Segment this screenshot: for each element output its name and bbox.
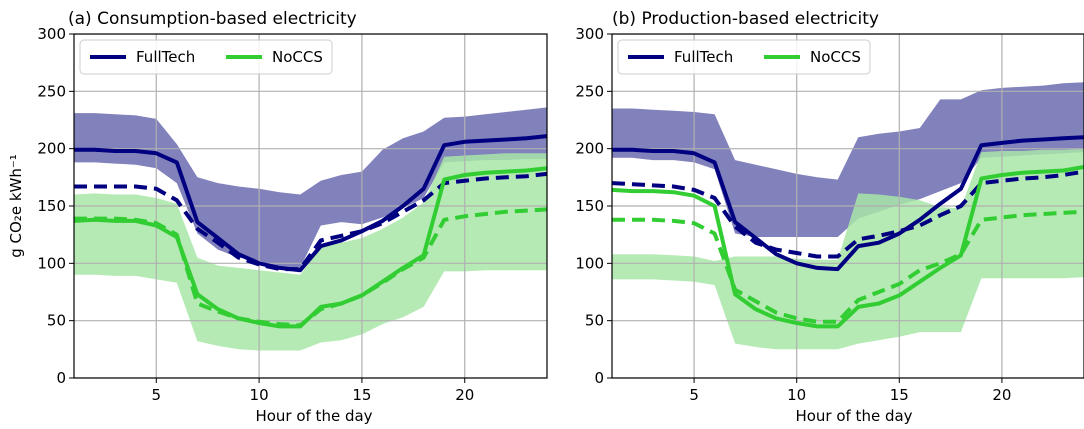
y-tick-label: 150	[575, 197, 604, 215]
series-line	[612, 165, 1084, 329]
legend-box	[617, 39, 871, 75]
plot-area	[612, 34, 1084, 378]
plot-area	[74, 34, 547, 378]
y-tick-label: 50	[585, 312, 604, 330]
series-line	[612, 209, 1084, 324]
panel-title: (a) Consumption-based electricity	[68, 9, 357, 29]
y-tick-label: 300	[575, 25, 604, 43]
series-line	[74, 166, 547, 329]
legend-label: NoCCS	[272, 48, 323, 66]
legend-label: FullTech	[136, 48, 195, 66]
y-axis-title: g CO₂e kWh⁻¹	[7, 154, 25, 258]
x-axis-title: Hour of the day	[795, 407, 912, 425]
series-line	[612, 135, 1084, 272]
y-tick-label: 250	[575, 82, 604, 100]
y-tick-label: 100	[575, 254, 604, 272]
x-tick-label: 20	[992, 386, 1011, 404]
x-tick-label: 10	[787, 386, 806, 404]
legend-label: NoCCS	[810, 48, 861, 66]
x-tick-label: 15	[352, 386, 371, 404]
y-tick-label: 150	[37, 197, 66, 215]
y-tick-label: 0	[56, 369, 66, 387]
x-tick-label: 5	[151, 386, 161, 404]
series-line	[612, 169, 1084, 259]
band-area	[74, 153, 547, 351]
legend-label: FullTech	[674, 48, 733, 66]
x-axis-title: Hour of the day	[255, 407, 372, 425]
x-tick-label: 20	[455, 386, 474, 404]
x-tick-label: 15	[890, 386, 909, 404]
panel-production: (b) Production-based electricity Hour of…	[575, 9, 1084, 425]
panel-consumption: (a) Consumption-based electricity g CO₂e…	[7, 9, 548, 425]
series-line	[74, 171, 547, 272]
y-tick-label: 0	[594, 369, 604, 387]
band-area	[74, 107, 547, 268]
y-tick-label: 50	[47, 312, 66, 330]
panel-title: (b) Production-based electricity	[612, 9, 879, 29]
legend-box	[79, 39, 333, 75]
y-tick-label: 100	[37, 254, 66, 272]
band-area	[612, 82, 1084, 237]
x-tick-label: 5	[689, 386, 699, 404]
y-tick-label: 200	[37, 140, 66, 158]
y-tick-label: 200	[575, 140, 604, 158]
x-tick-label: 10	[250, 386, 269, 404]
y-tick-label: 250	[37, 82, 66, 100]
y-tick-label: 300	[37, 25, 66, 43]
